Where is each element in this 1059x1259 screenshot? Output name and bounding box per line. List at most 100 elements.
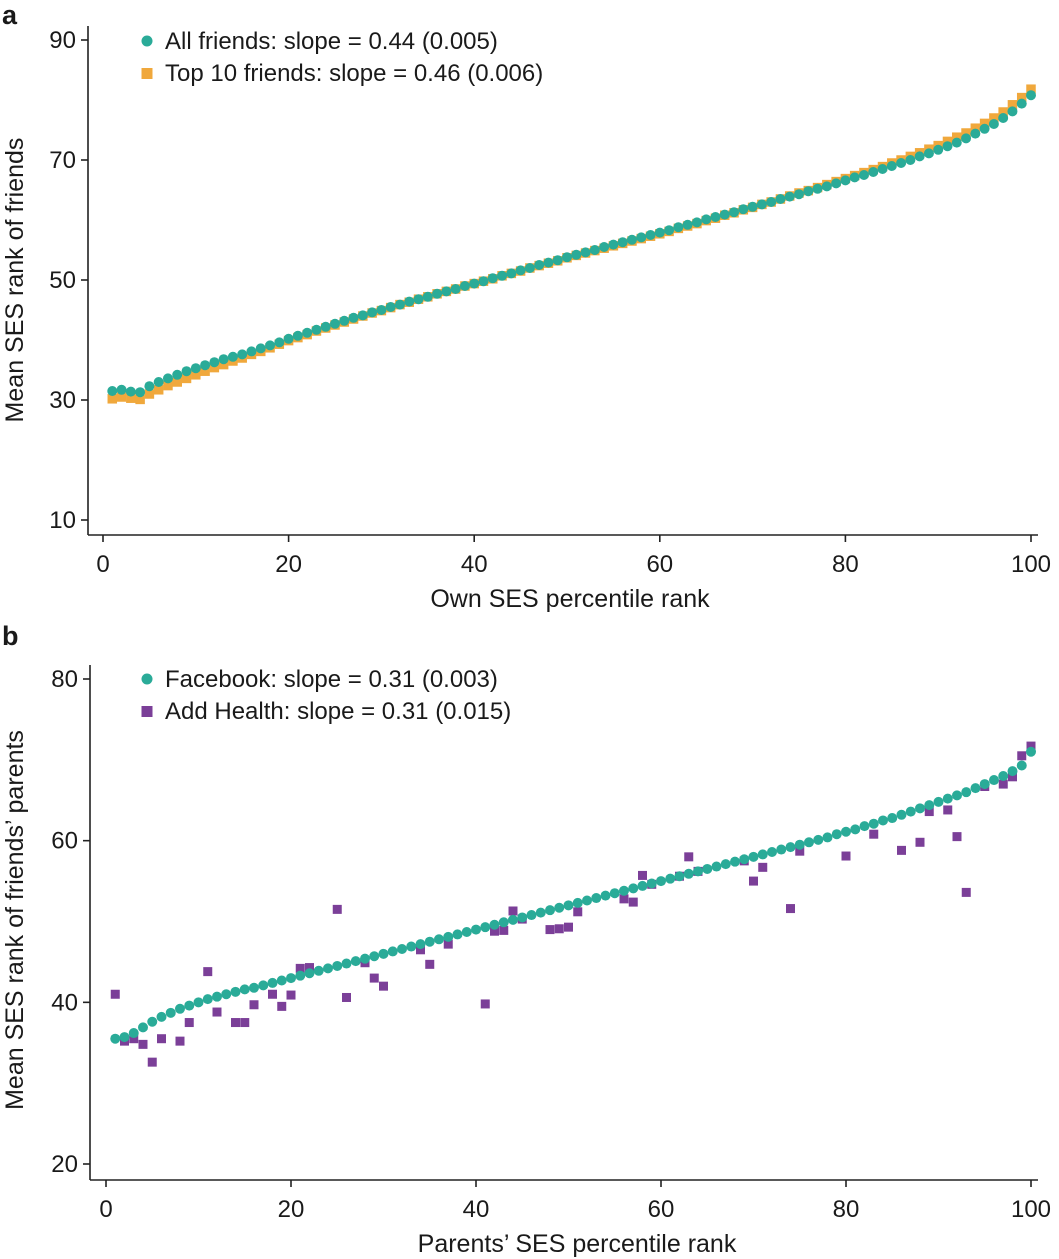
panel-a-circle-point bbox=[552, 255, 563, 266]
panel-a-circle-point bbox=[218, 354, 229, 365]
panel-b-circle-point bbox=[147, 1016, 158, 1027]
panel-b-circle-point bbox=[545, 905, 555, 916]
panel-b-circle-point bbox=[563, 900, 574, 911]
panel-a-circle-point bbox=[135, 387, 146, 398]
panel-a-circle-point bbox=[376, 305, 387, 315]
panel-b-circle-point bbox=[341, 958, 352, 969]
panel-b-circle-point bbox=[887, 813, 898, 824]
panel-a-circle-point bbox=[988, 119, 999, 129]
panel-a-circle-point bbox=[729, 207, 740, 218]
panel-a-circle-point bbox=[673, 222, 684, 233]
panel-b-circle-point bbox=[693, 866, 703, 877]
panel-a-circle-point bbox=[330, 318, 340, 329]
panel-a-x-tick-label: 100 bbox=[1011, 551, 1051, 578]
panel-b-circle-point bbox=[387, 946, 398, 957]
legend-marker-facebook bbox=[141, 673, 153, 685]
panel-b-circle-point bbox=[905, 806, 916, 817]
panel-b-square-point bbox=[277, 1001, 287, 1011]
panel-b-square-point bbox=[684, 852, 694, 862]
panel-a-x-tick-label: 0 bbox=[96, 551, 109, 578]
panel-b-y-tick-label: 20 bbox=[51, 1151, 78, 1178]
panel-b-circle-point bbox=[656, 876, 666, 887]
panel-a-circle-point bbox=[738, 204, 749, 215]
panel-a-circle-point bbox=[209, 357, 220, 368]
panel-a-square-point bbox=[153, 385, 164, 395]
panel-a-circle-point bbox=[710, 212, 721, 222]
panel-b-square-point bbox=[841, 851, 851, 861]
panel-b-square-point bbox=[545, 925, 555, 935]
panel-a-circle-point bbox=[459, 281, 470, 291]
panel-b-circle-point bbox=[868, 818, 879, 829]
panel-b-circle-point bbox=[1007, 766, 1018, 777]
panel-b-circle-point bbox=[841, 826, 851, 837]
panel-a-circle-point bbox=[608, 239, 619, 250]
panel-a-circle-point bbox=[497, 270, 508, 281]
panel-b-circle-point bbox=[230, 986, 241, 997]
legend-label-facebook: Facebook: slope = 0.31 (0.003) bbox=[165, 666, 498, 693]
panel-a-circle-point bbox=[849, 172, 860, 183]
panel-a-y-axis-title: Mean SES rank of friends bbox=[1, 138, 29, 423]
panel-a-circle-point bbox=[394, 299, 405, 310]
legend-marker-all-friends bbox=[141, 35, 153, 47]
panel-b-square-point bbox=[129, 1034, 139, 1044]
panel-a-circle-point bbox=[237, 349, 248, 360]
panel-b-circle-point bbox=[397, 943, 407, 954]
panel-b-points bbox=[110, 741, 1036, 1067]
panel-a-circle-point bbox=[274, 337, 285, 348]
panel-b-square-point bbox=[638, 870, 647, 880]
panel-b-circle-point bbox=[933, 796, 944, 807]
panel-a-circle-point bbox=[794, 189, 804, 200]
panel-a-x-ticks: 0 20 40 60 80 100 bbox=[96, 535, 1051, 578]
panel-a: a 0 20 40 60 80 100 10 30 50 70 90 Own SES percen… bbox=[1, 0, 1051, 613]
panel-b-x-tick-label: 0 bbox=[99, 1196, 112, 1223]
panel-b-circle-point bbox=[110, 1033, 121, 1044]
panel-a-circle-point bbox=[951, 137, 962, 148]
panel-a-circle-point bbox=[311, 324, 322, 335]
panel-a-circle-point bbox=[896, 158, 907, 168]
panel-b-circle-point bbox=[249, 982, 259, 993]
panel-b-square-point bbox=[416, 945, 425, 955]
panel-b-y-tick-label: 40 bbox=[51, 989, 78, 1016]
panel-b-circle-point bbox=[221, 989, 232, 1000]
panel-a-circle-point bbox=[116, 384, 127, 395]
panel-a-y-tick-label: 70 bbox=[49, 147, 76, 174]
panel-b-circle-point bbox=[1026, 746, 1036, 757]
panel-b-circle-point bbox=[258, 980, 269, 991]
panel-a-circle-point bbox=[766, 197, 777, 207]
panel-b-circle-point bbox=[350, 956, 361, 967]
panel-b-circle-point bbox=[138, 1022, 148, 1033]
panel-a-square-point bbox=[163, 380, 173, 391]
panel-b-square-point bbox=[240, 1018, 250, 1028]
panel-b-square-point bbox=[758, 862, 768, 872]
panel-a-circle-point bbox=[562, 252, 572, 263]
legend-label-top-10-friends: Top 10 friends: slope = 0.46 (0.006) bbox=[165, 60, 543, 87]
panel-b-circle-point bbox=[646, 878, 657, 889]
panel-b-circle-point bbox=[850, 824, 861, 835]
panel-b-x-tick-label: 40 bbox=[463, 1196, 490, 1223]
panel-b-square-point bbox=[961, 887, 971, 897]
panel-b-circle-point bbox=[942, 793, 953, 804]
panel-b-square-point bbox=[268, 989, 277, 999]
panel-b-circle-point bbox=[480, 922, 491, 933]
panel-b-square-point bbox=[573, 907, 583, 917]
panel-b-circle-point bbox=[674, 871, 685, 882]
panel-b-circle-point bbox=[517, 912, 528, 923]
panel-b-square-point bbox=[342, 992, 351, 1002]
panel-b-circle-point bbox=[276, 975, 287, 986]
panel-a-x-tick-label: 20 bbox=[275, 551, 302, 578]
panel-b-circle-point bbox=[461, 927, 472, 938]
panel-b-circle-point bbox=[165, 1007, 176, 1018]
panel-b-circle-point bbox=[730, 856, 740, 867]
panel-b-square-point bbox=[869, 829, 879, 839]
panel-b: b 0 20 40 60 80 100 20 40 60 80 Parents’ SES per… bbox=[1, 621, 1051, 1258]
panel-b-circle-point bbox=[489, 919, 500, 930]
panel-b-y-tick-label: 60 bbox=[51, 828, 78, 855]
panel-b-circle-point bbox=[378, 948, 389, 959]
panel-a-circle-point bbox=[227, 351, 238, 362]
panel-b-legend: Facebook: slope = 0.31 (0.003) Add Healt… bbox=[141, 666, 511, 725]
panel-a-circle-point bbox=[172, 369, 183, 380]
panel-a-circle-point bbox=[534, 260, 545, 270]
legend-marker-top-10-friends bbox=[141, 68, 153, 79]
panel-b-circle-point bbox=[748, 851, 759, 862]
panel-a-circle-point bbox=[682, 219, 693, 230]
